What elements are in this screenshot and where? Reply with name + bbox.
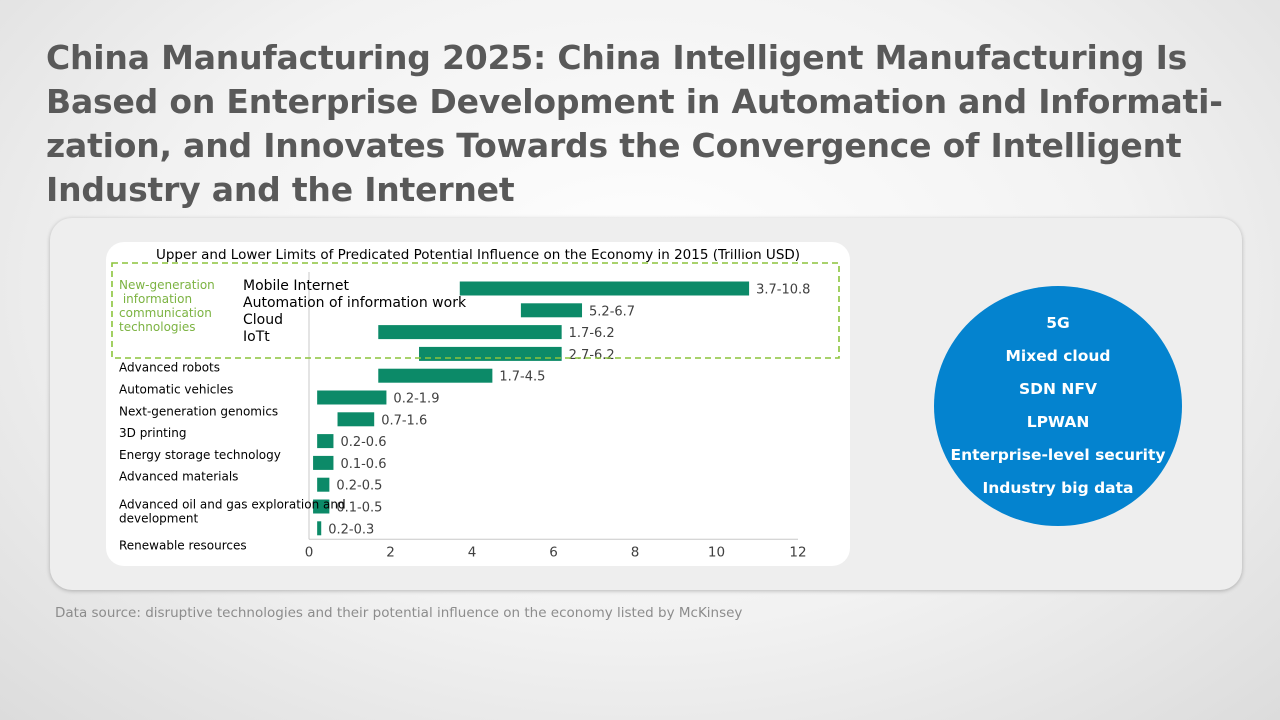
data-label: 1.7-4.5 [499,370,545,385]
x-tick-label: 0 [305,544,314,560]
data-label: 0.2-0.6 [340,435,386,450]
group-label: New-generation information communication t… [119,278,215,334]
category-label: Advanced materials [119,470,238,484]
bar [313,499,330,514]
bar [520,303,583,318]
bar [378,325,562,340]
circle-item: LPWAN [1026,413,1090,431]
data-source-note: Data source: disruptive technologies and… [55,605,743,621]
data-label: 0.2-0.5 [336,479,382,494]
category-label: Automatic vehicles [119,383,233,397]
category-label: Renewable resources [119,538,247,552]
data-label: 0.1-0.5 [336,501,382,516]
category-label: Next-generation genomics [119,404,278,418]
circle-item: Mixed cloud [1005,347,1111,365]
circle-item: Industry big data [982,479,1134,497]
x-tick-label: 2 [386,544,395,560]
category-label: 3D printing [119,426,186,440]
category-label: Automation of information work [243,295,467,311]
category-label: IoTt [243,329,270,345]
technology-circle: 5G Mixed cloud SDN NFV LPWAN Enterprise-leve… [934,286,1182,526]
data-label: 5.2-6.7 [589,304,635,319]
data-label: 0.2-1.9 [393,392,439,407]
slide-title: China Manufacturing 2025: China Intellig… [46,38,1223,209]
category-label: Advanced robots [119,361,220,375]
bar [378,368,493,383]
bar [337,412,375,427]
bar [313,455,334,470]
data-label: 1.7-6.2 [569,326,615,341]
circle-item: SDN NFV [1019,380,1097,398]
bar [317,390,387,405]
chart-title: Upper and Lower Limits of Predicated Pot… [156,247,800,263]
category-label: Mobile Internet [243,278,349,294]
x-tick-label: 8 [631,544,640,560]
data-label: 0.1-0.6 [340,457,386,472]
circle-item: Enterprise-level security [950,446,1166,464]
bar [317,477,330,492]
x-tick-label: 12 [789,544,806,560]
chart-card: Upper and Lower Limits of Predicated Pot… [106,242,850,566]
range-bar-chart: Upper and Lower Limits of Predicated Pot… [111,247,840,560]
data-label: 0.7-1.6 [381,413,427,428]
bar [459,281,750,296]
data-label: 2.7-6.2 [569,348,615,363]
bar [317,521,322,536]
data-label: 3.7-10.8 [756,283,810,298]
x-tick-label: 10 [708,544,725,560]
highlight-group-box [111,262,840,359]
circle-item: 5G [1046,314,1070,332]
category-label: Energy storage technology [119,448,281,462]
x-tick-label: 4 [468,544,477,560]
category-label: Advanced oil and gas exploration and deve… [119,498,346,526]
bar [317,434,334,449]
x-tick-label: 6 [549,544,558,560]
data-label: 0.2-0.3 [328,522,374,537]
category-label: Cloud [243,312,283,328]
